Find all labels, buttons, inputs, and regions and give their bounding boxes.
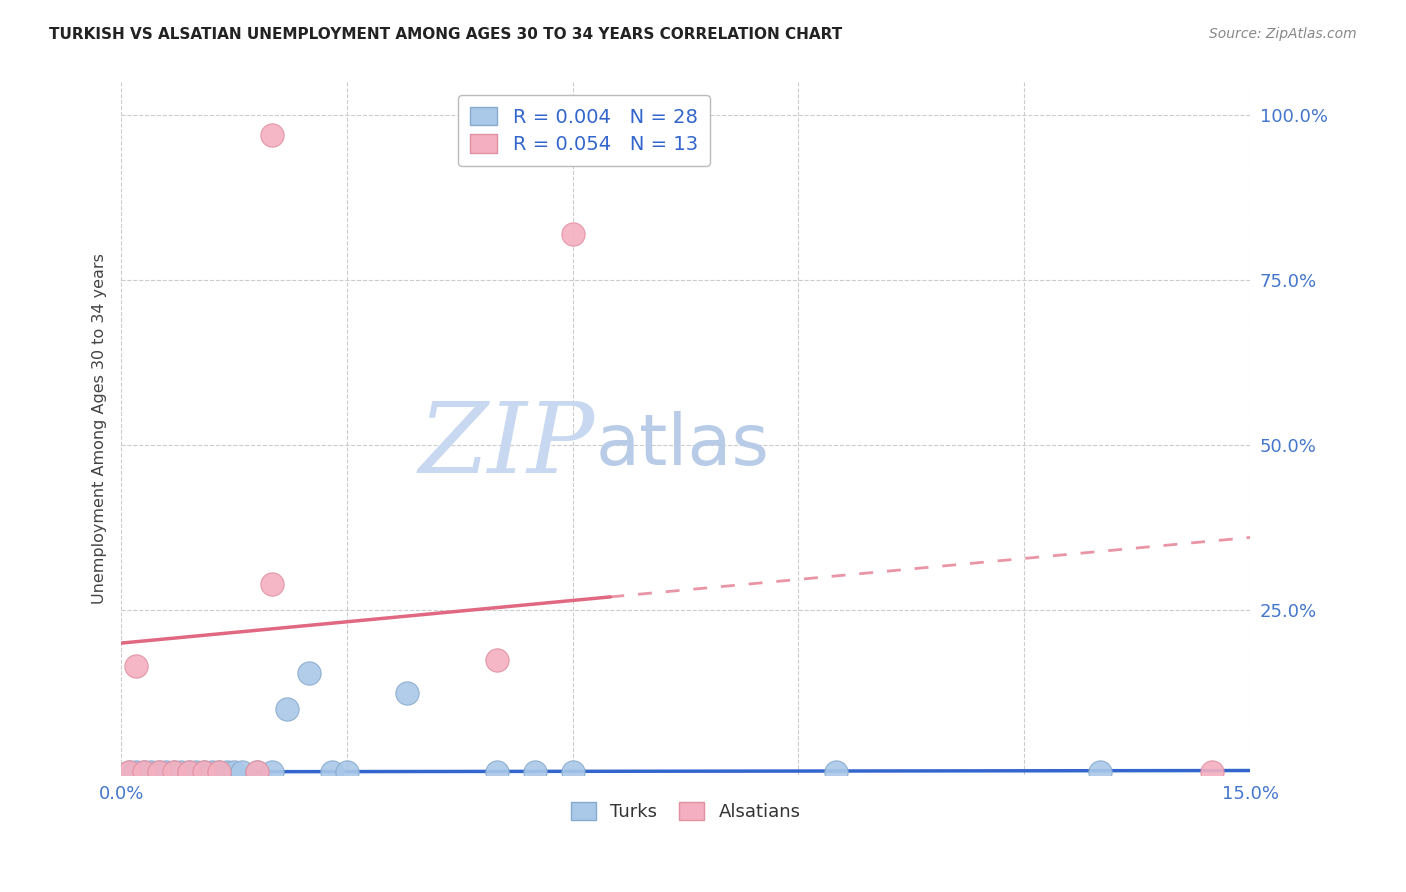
Point	[125, 659, 148, 673]
Point	[141, 764, 163, 779]
Point	[524, 764, 547, 779]
Point	[163, 764, 186, 779]
Text: TURKISH VS ALSATIAN UNEMPLOYMENT AMONG AGES 30 TO 34 YEARS CORRELATION CHART: TURKISH VS ALSATIAN UNEMPLOYMENT AMONG A…	[49, 27, 842, 42]
Point	[246, 764, 269, 779]
Point	[246, 764, 269, 779]
Text: atlas: atlas	[595, 411, 769, 481]
Point	[193, 764, 215, 779]
Point	[200, 764, 222, 779]
Point	[208, 764, 231, 779]
Point	[186, 764, 208, 779]
Point	[396, 685, 419, 699]
Point	[118, 764, 141, 779]
Point	[561, 764, 583, 779]
Point	[193, 764, 215, 779]
Point	[118, 764, 141, 779]
Point	[321, 764, 343, 779]
Point	[125, 764, 148, 779]
Text: ZIP: ZIP	[419, 398, 595, 493]
Point	[132, 764, 155, 779]
Legend: Turks, Alsatians: Turks, Alsatians	[564, 796, 808, 829]
Point	[260, 576, 283, 591]
Point	[486, 652, 509, 666]
Point	[148, 764, 170, 779]
Point	[276, 702, 298, 716]
Point	[163, 764, 186, 779]
Point	[260, 764, 283, 779]
Point	[177, 764, 200, 779]
Point	[486, 764, 509, 779]
Text: Source: ZipAtlas.com: Source: ZipAtlas.com	[1209, 27, 1357, 41]
Point	[155, 764, 177, 779]
Point	[336, 764, 359, 779]
Point	[177, 764, 200, 779]
Point	[208, 764, 231, 779]
Point	[260, 128, 283, 142]
Point	[170, 764, 193, 779]
Point	[298, 665, 321, 680]
Point	[825, 764, 848, 779]
Point	[148, 764, 170, 779]
Point	[1088, 764, 1111, 779]
Point	[222, 764, 245, 779]
Point	[215, 764, 238, 779]
Y-axis label: Unemployment Among Ages 30 to 34 years: Unemployment Among Ages 30 to 34 years	[93, 253, 107, 604]
Point	[231, 764, 253, 779]
Point	[1201, 764, 1223, 779]
Point	[132, 764, 155, 779]
Point	[561, 227, 583, 241]
